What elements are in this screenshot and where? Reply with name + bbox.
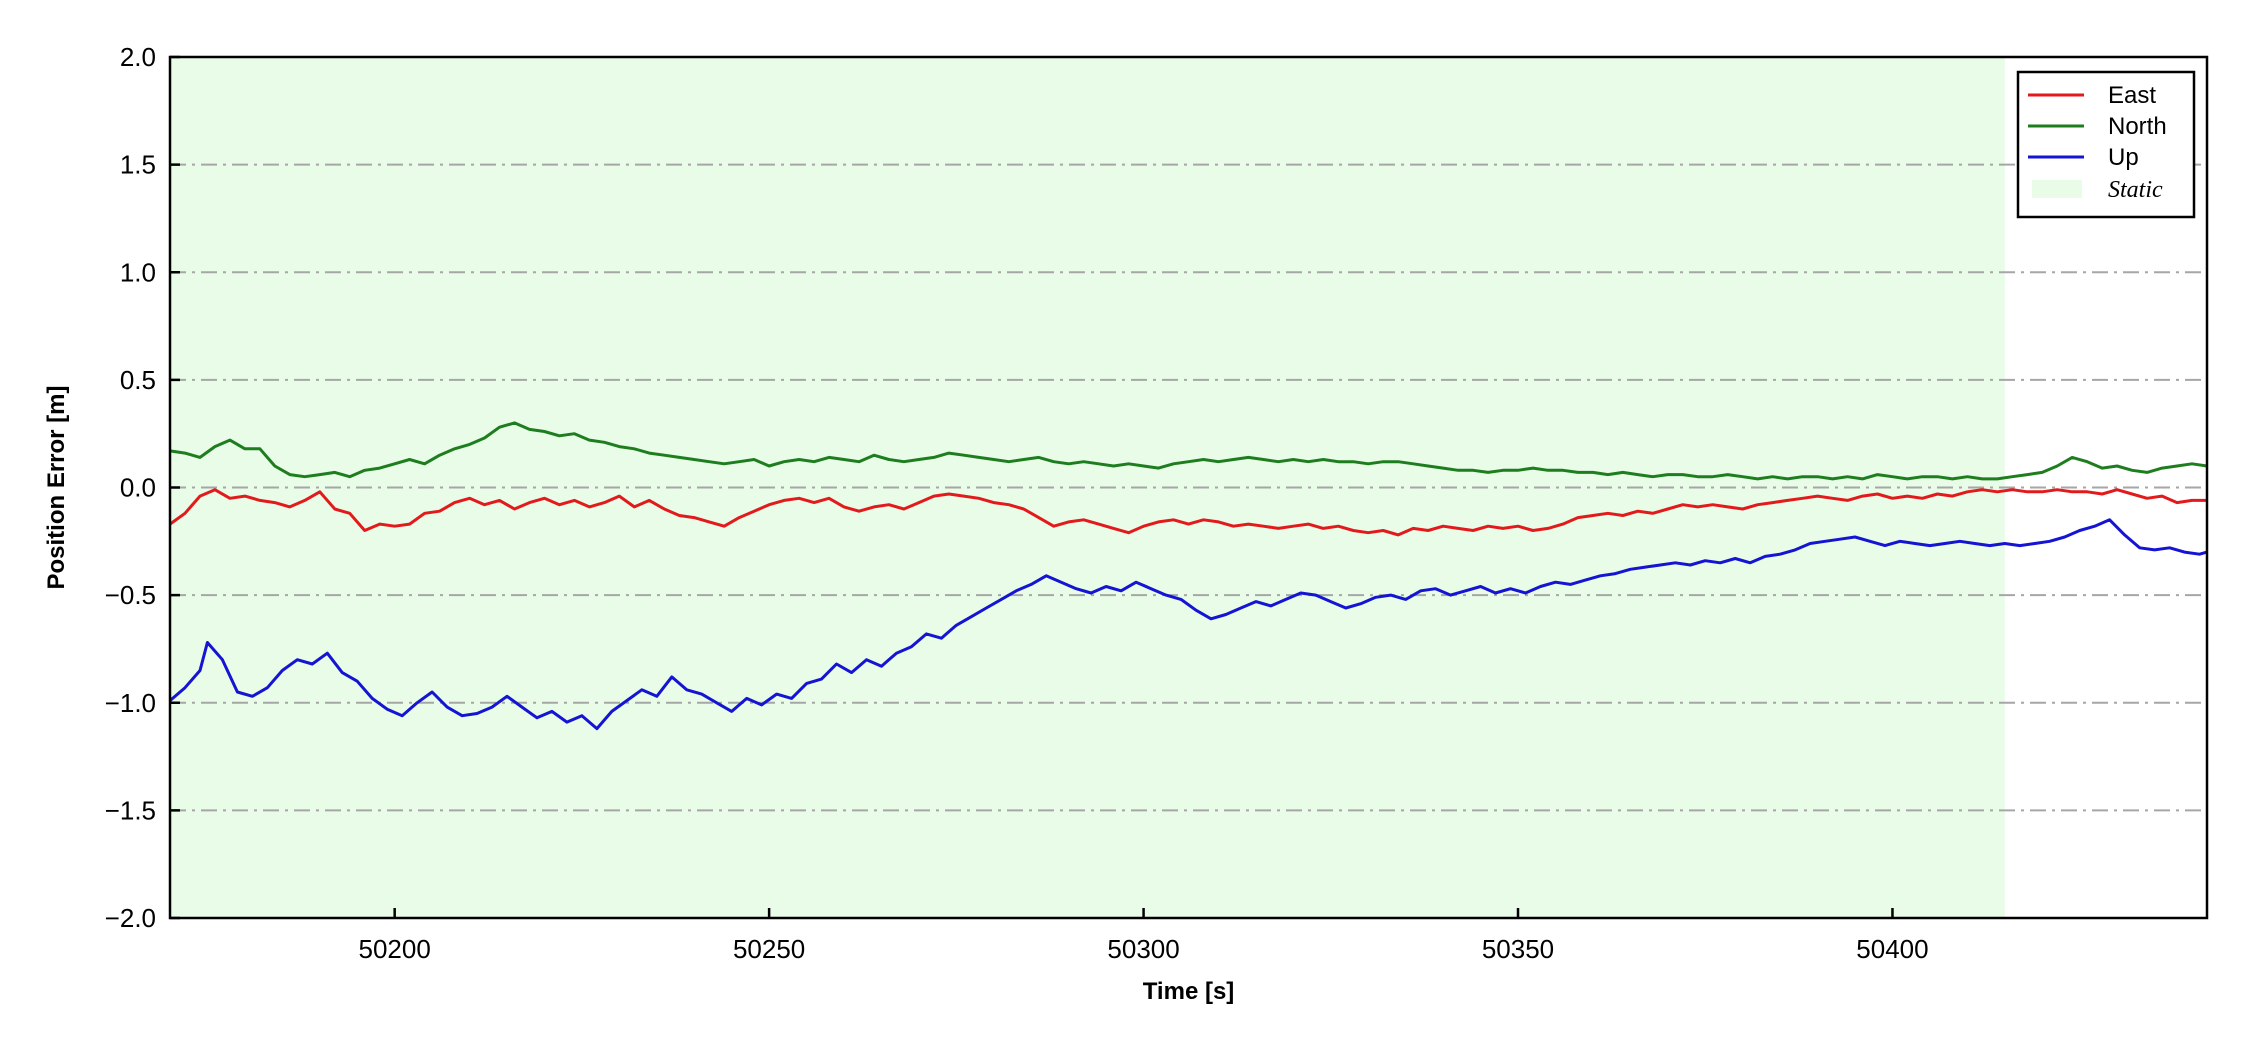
legend-label-up: Up [2108,144,2139,171]
y-tick-label: 0.0 [120,473,156,503]
series-line-east [169,488,2207,537]
x-tick-label: 50350 [1482,934,1554,964]
y-tick-label: 2.0 [120,42,156,72]
y-tick-label: 1.0 [120,257,156,287]
series-lines [169,421,2208,731]
x-tick-label: 50250 [733,934,805,964]
legend-label-north: North [2108,113,2167,140]
legend: East North Up Static [2016,70,2196,219]
axis-ticks: 50200 50250 50300 50350 50400 −2.0 −1.5 −1.0 −0.… [105,42,1929,964]
legend-swatch-static [2032,180,2082,198]
y-tick-label: −1.0 [105,688,156,718]
grid-lines [170,163,2207,812]
y-tick-label: −0.5 [105,580,156,610]
y-tick-label: −2.0 [105,903,156,933]
y-tick-label: −1.5 [105,795,156,825]
series-line-north [169,421,2208,481]
x-tick-label: 50200 [359,934,431,964]
y-axis-label: Position Error [m] [43,385,70,589]
legend-label-east: East [2108,82,2156,109]
series-line-up [169,518,2208,731]
y-tick-label: 1.5 [120,150,156,180]
x-axis-label: Time [s] [1143,978,1235,1005]
legend-label-static: Static [2108,177,2163,203]
y-tick-label: 0.5 [120,365,156,395]
x-tick-label: 50400 [1856,934,1928,964]
x-tick-label: 50300 [1107,934,1179,964]
